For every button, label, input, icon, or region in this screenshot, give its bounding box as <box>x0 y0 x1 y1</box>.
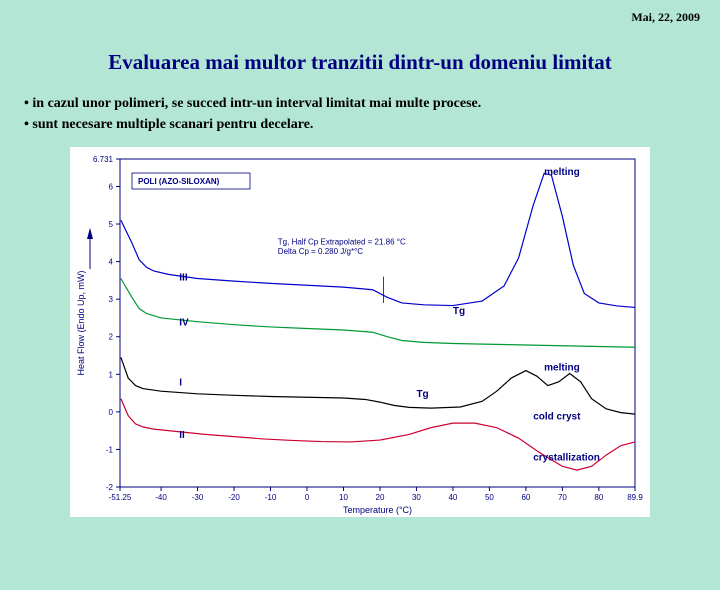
svg-text:melting: melting <box>544 167 580 178</box>
svg-text:6.731: 6.731 <box>93 155 114 164</box>
svg-text:2: 2 <box>109 333 114 342</box>
svg-text:3: 3 <box>109 295 114 304</box>
svg-text:-30: -30 <box>192 493 204 502</box>
svg-text:40: 40 <box>448 493 457 502</box>
svg-text:Heat Flow (Endo Up, mW): Heat Flow (Endo Up, mW) <box>76 270 86 375</box>
svg-text:-20: -20 <box>228 493 240 502</box>
svg-text:4: 4 <box>109 258 114 267</box>
svg-text:-1: -1 <box>106 445 114 454</box>
page-title: Evaluarea mai multor tranzitii dintr-un … <box>0 50 720 75</box>
bullet-item: • in cazul unor polimeri, se succed intr… <box>24 93 720 114</box>
svg-text:60: 60 <box>521 493 530 502</box>
svg-text:6: 6 <box>109 182 114 191</box>
svg-text:cold cryst: cold cryst <box>533 411 581 422</box>
svg-text:III: III <box>179 272 188 283</box>
svg-text:-10: -10 <box>265 493 277 502</box>
svg-text:IV: IV <box>179 317 189 328</box>
svg-text:melting: melting <box>544 363 580 374</box>
svg-text:20: 20 <box>376 493 385 502</box>
bullet-item: • sunt necesare multiple scanari pentru … <box>24 114 720 135</box>
page-date: Mai, 22, 2009 <box>631 10 700 25</box>
svg-text:Tg, Half Cp Extrapolated = 21.: Tg, Half Cp Extrapolated = 21.86 °C <box>278 238 406 247</box>
svg-text:70: 70 <box>558 493 567 502</box>
svg-text:89.9: 89.9 <box>627 493 643 502</box>
svg-text:30: 30 <box>412 493 421 502</box>
svg-text:POLI (AZO-SILOXAN): POLI (AZO-SILOXAN) <box>138 177 220 186</box>
svg-text:I: I <box>179 378 182 389</box>
svg-text:crystallization: crystallization <box>533 453 600 464</box>
svg-text:-51.25: -51.25 <box>109 493 132 502</box>
svg-text:-40: -40 <box>155 493 167 502</box>
svg-text:Tg: Tg <box>453 306 465 317</box>
svg-text:II: II <box>179 430 185 441</box>
svg-text:-2: -2 <box>106 483 114 492</box>
svg-text:10: 10 <box>339 493 348 502</box>
svg-text:0: 0 <box>305 493 310 502</box>
svg-text:Temperature (°C): Temperature (°C) <box>343 505 412 515</box>
dsc-chart: -51.25-40-30-20-100102030405060708089.9-… <box>70 147 650 517</box>
svg-text:1: 1 <box>109 370 114 379</box>
svg-text:Delta Cp = 0.280 J/g*°C: Delta Cp = 0.280 J/g*°C <box>278 247 363 256</box>
svg-text:5: 5 <box>109 220 114 229</box>
svg-text:80: 80 <box>594 493 603 502</box>
bullet-list: • in cazul unor polimeri, se succed intr… <box>24 93 720 135</box>
svg-text:50: 50 <box>485 493 494 502</box>
svg-text:0: 0 <box>109 408 114 417</box>
svg-text:Tg: Tg <box>416 389 428 400</box>
